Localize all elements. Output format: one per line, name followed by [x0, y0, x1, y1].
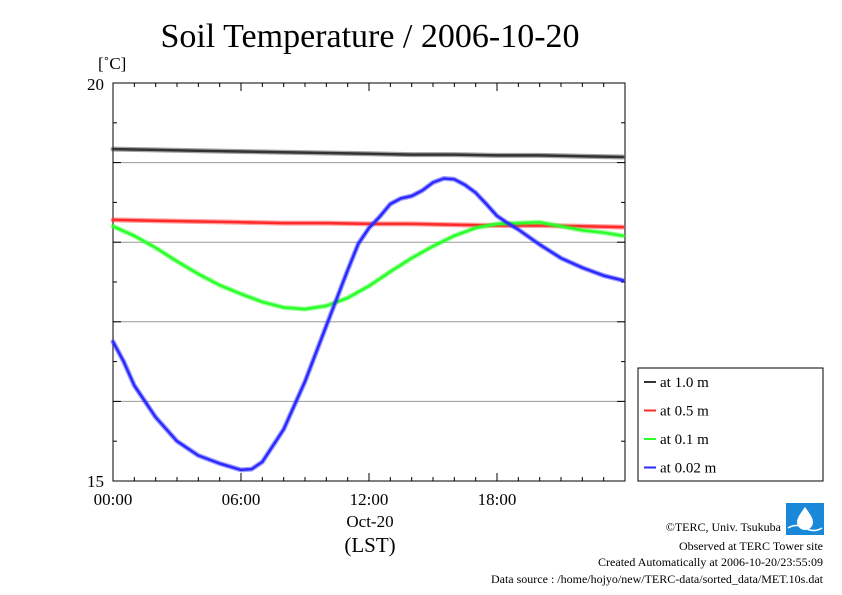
x-tick-label: 06:00: [222, 490, 261, 509]
water-drop-icon: [797, 507, 813, 530]
plot-frame: [112, 82, 626, 482]
legend-label: at 1.0 m: [660, 375, 709, 391]
x-tick-label: 18:00: [478, 490, 517, 509]
wave-icon: [787, 524, 823, 532]
series-line: [111, 177, 625, 472]
source-text: Data source : /home/hojyo/new/TERC-data/…: [491, 572, 824, 586]
y-tick-label: 15: [87, 472, 104, 491]
legend-label: at 0.1 m: [660, 432, 709, 448]
x-tick-label: 00:00: [94, 490, 133, 509]
legend-label: at 0.02 m: [660, 461, 717, 477]
series-line: [111, 221, 625, 311]
series-line: [111, 218, 625, 229]
y-axis-label: [˚C]: [98, 54, 126, 73]
created-text: Created Automatically at 2006-10-20/23:5…: [598, 555, 823, 569]
series-band: [110, 219, 626, 312]
gridlines: [113, 162, 625, 402]
copyright-text: ©TERC, Univ. Tsukuba: [666, 520, 782, 534]
series-lines: [110, 146, 626, 473]
legend-label: at 0.5 m: [660, 404, 709, 420]
axis-ticks: [112, 82, 626, 482]
x-tick-labels: 00:00 06:00 12:00 18:00: [94, 490, 517, 509]
x-axis-label: (LST): [344, 533, 395, 557]
legend: at 1.0 m at 0.5 m at 0.1 m at 0.02 m: [637, 367, 824, 482]
x-tick-label: 12:00: [350, 490, 389, 509]
series-line: [111, 147, 625, 159]
observed-text: Observed at TERC Tower site: [679, 539, 823, 553]
legend-box: [637, 367, 824, 482]
terc-logo: [786, 503, 824, 535]
date-label: Oct-20: [346, 512, 393, 531]
chart-title: Soil Temperature / 2006-10-20: [160, 18, 579, 55]
y-tick-label: 20: [87, 75, 104, 94]
